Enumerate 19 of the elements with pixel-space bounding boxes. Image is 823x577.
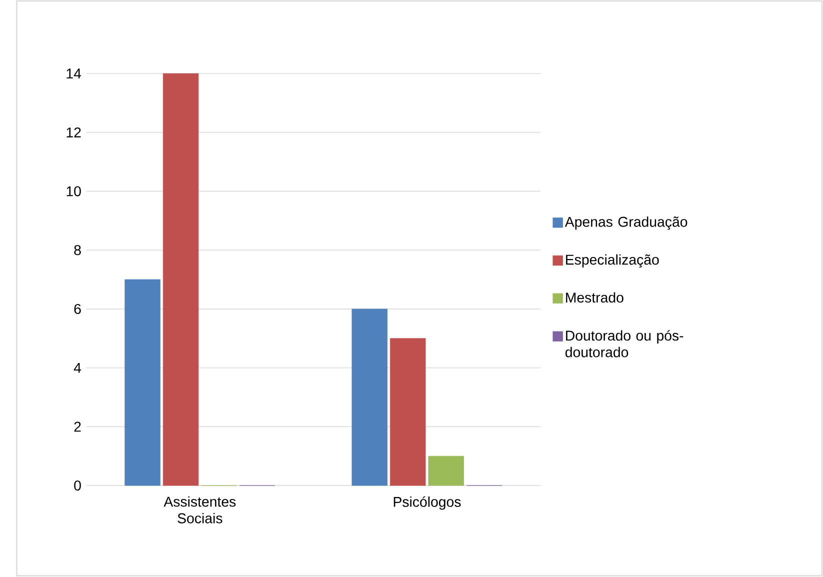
bar	[390, 338, 426, 486]
y-tick-label: 6	[74, 304, 81, 314]
y-tick-label: 0	[74, 480, 81, 491]
y-tick-label: 2	[74, 422, 81, 432]
bar	[352, 308, 388, 486]
bar	[124, 279, 160, 486]
x-tick-label: Psicólogos	[394, 496, 461, 510]
legend-label: Especialização	[566, 254, 659, 268]
bar	[162, 73, 199, 486]
legend-label: Mestrado	[566, 292, 624, 303]
y-tick-label: 4	[74, 363, 82, 373]
y-tick-label: 8	[74, 245, 81, 256]
y-tick-label: 10	[66, 186, 81, 196]
legend-label: Doutorado ou pós-doutorado	[565, 330, 684, 358]
y-tick-label: 12	[66, 128, 81, 138]
bar	[428, 456, 464, 486]
y-tick-label: 14	[66, 68, 82, 79]
legend-label: Apenas Graduação	[564, 216, 688, 230]
x-tick-label: Assistentes Sociais	[164, 496, 236, 524]
